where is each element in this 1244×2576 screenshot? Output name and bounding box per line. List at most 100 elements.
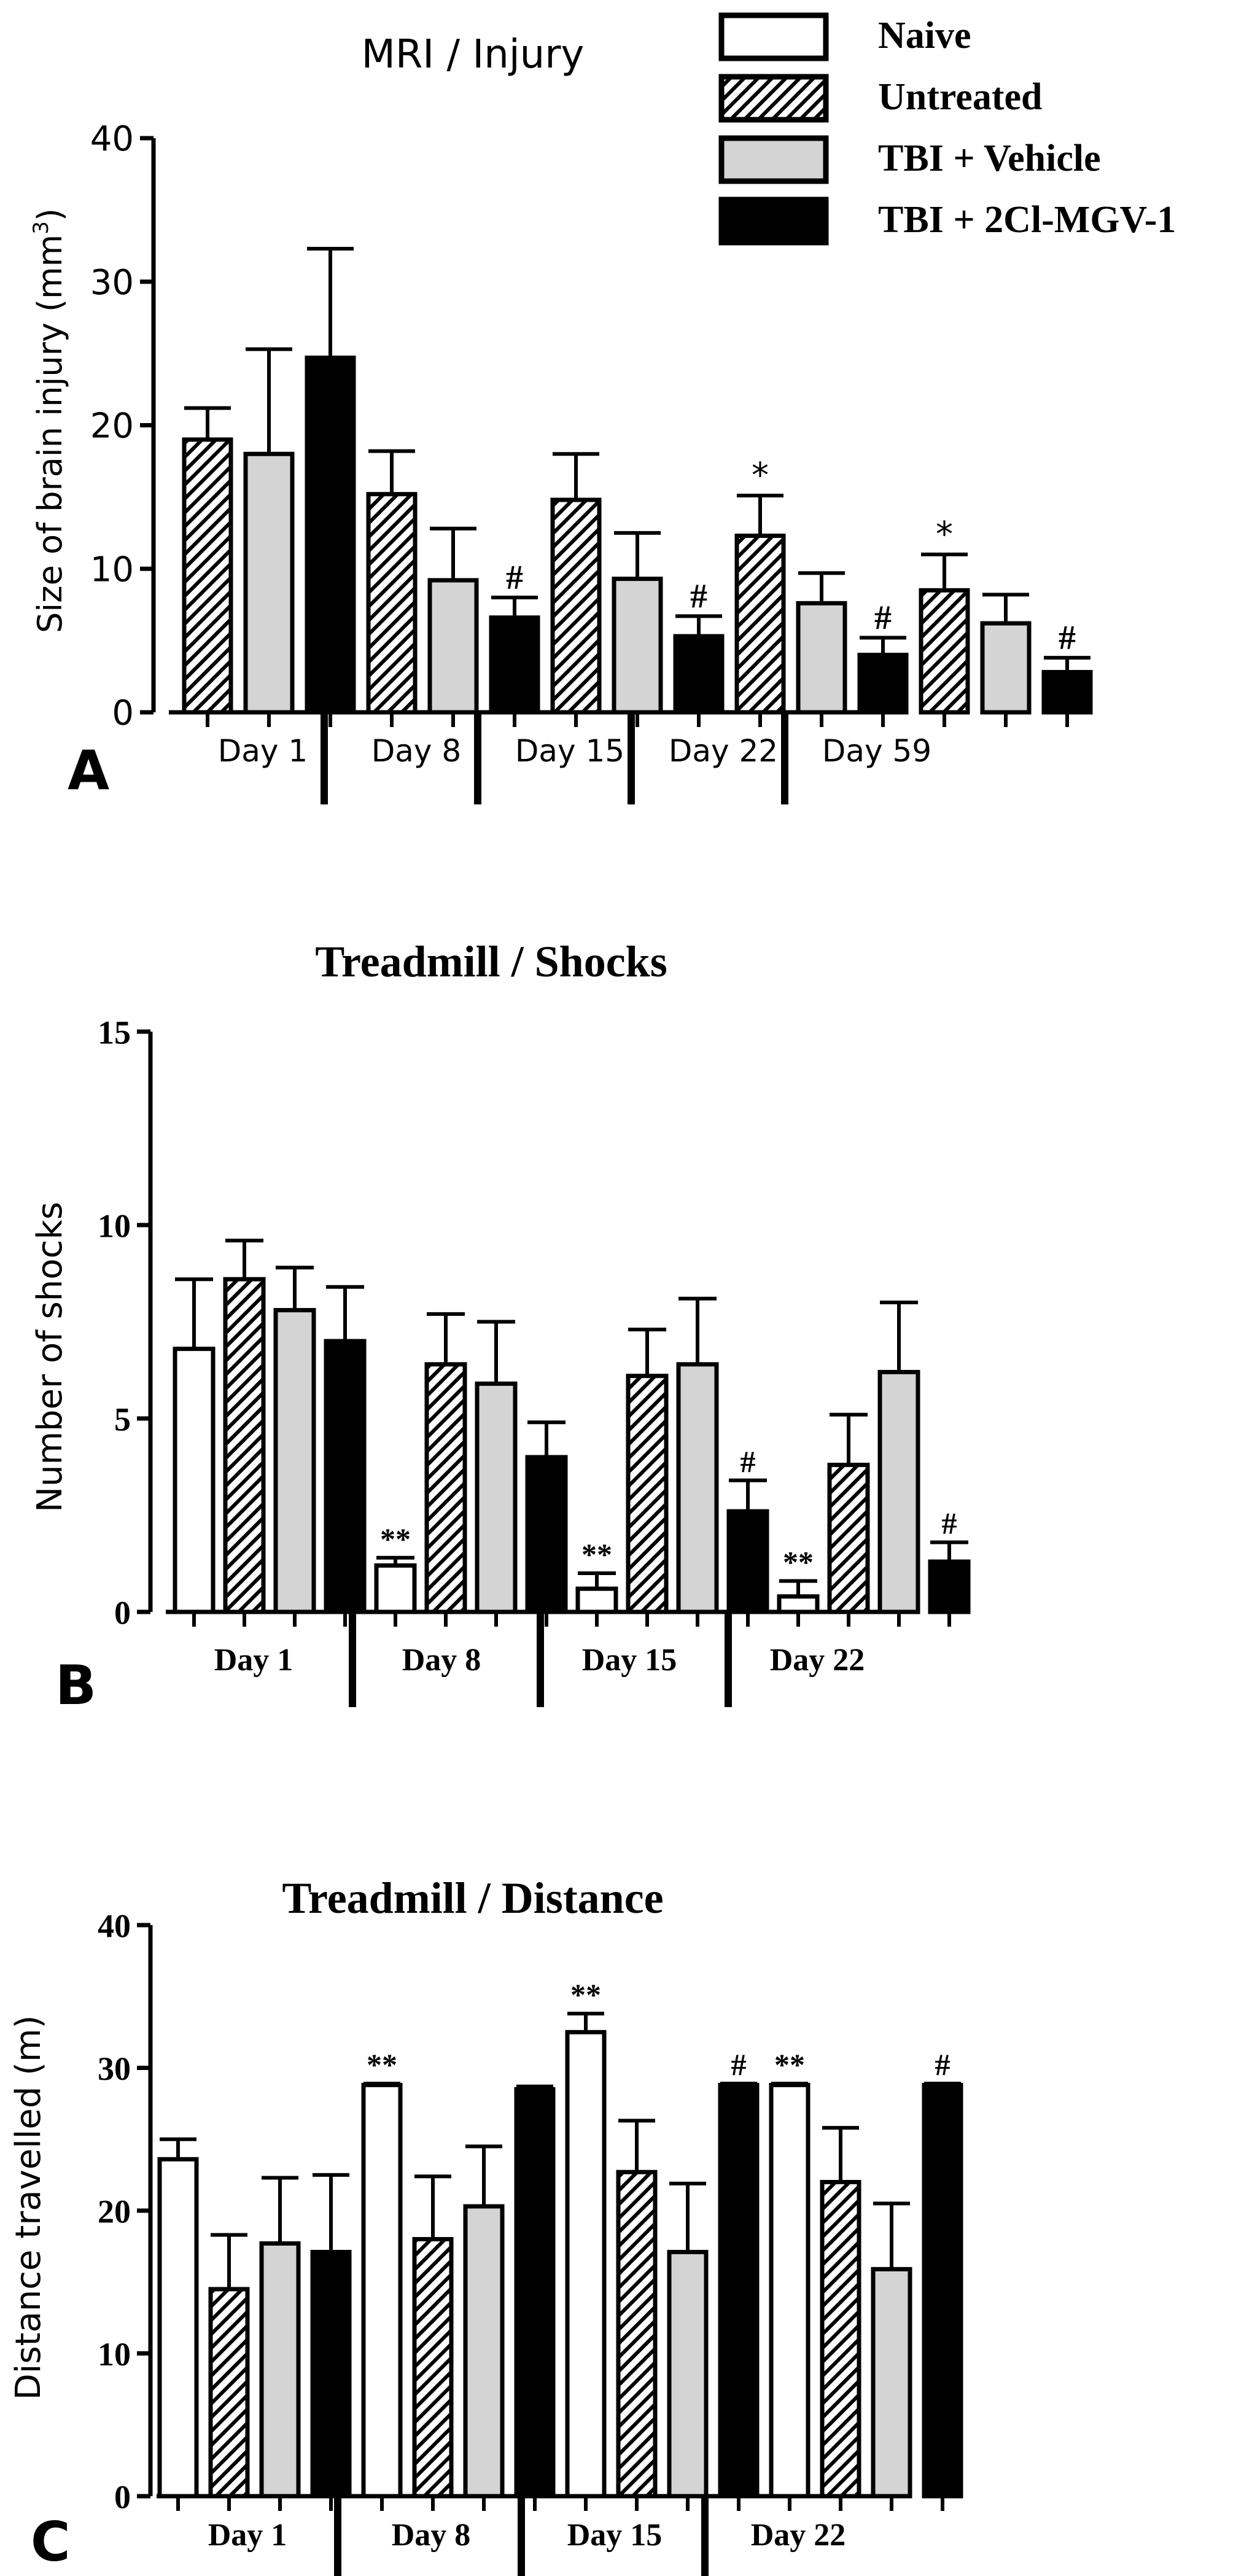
group-label: Day 1 — [214, 1643, 294, 1678]
bar — [243, 451, 295, 715]
bar — [424, 1362, 467, 1614]
panel-a-letter: A — [68, 739, 109, 802]
group-label: Day 8 — [392, 2518, 471, 2553]
bar — [463, 2204, 505, 2499]
y-tick-label: 0 — [114, 1594, 131, 1631]
bar — [366, 492, 418, 715]
bar — [928, 1559, 971, 1614]
y-tick-label: 30 — [98, 2050, 131, 2087]
panel-a-injury-chart: MRI / Injury Size of brain injury (mm3) … — [29, 32, 1093, 804]
bar — [514, 2087, 556, 2499]
bar — [173, 1347, 216, 1614]
bar — [182, 437, 233, 715]
bar — [718, 2082, 760, 2499]
bar — [726, 1509, 769, 1614]
y-tick-label: 40 — [98, 1907, 131, 1944]
group-label: Day 22 — [751, 2518, 846, 2553]
bar — [919, 588, 970, 715]
group-label: Day 22 — [669, 733, 778, 769]
bar — [616, 2169, 658, 2499]
significance-mark: ** — [570, 1977, 601, 2012]
y-tick-label: 20 — [98, 2193, 131, 2230]
legend-label-naive: Naive — [878, 15, 971, 56]
significance-mark: * — [752, 456, 769, 496]
significance-mark: ** — [783, 1545, 814, 1579]
panel-b-ylabel: Number of shocks — [30, 1202, 70, 1512]
significance-mark: ** — [581, 1537, 612, 1571]
bar — [626, 1374, 669, 1614]
significance-mark: # — [874, 599, 892, 637]
significance-mark: ** — [380, 1522, 411, 1556]
legend: Naive Untreated TBI + Vehicle TBI + 2Cl-… — [718, 12, 1176, 246]
group-label: Day 1 — [218, 733, 308, 769]
panel-b-shocks-chart: Treadmill / Shocks Number of shocks B 0 5… — [30, 937, 971, 1717]
group-label: Day 8 — [371, 733, 461, 769]
y-tick-label: 0 — [112, 693, 134, 733]
legend-swatch-vehicle — [718, 135, 829, 184]
panel-c-distance-chart: Treadmill / Distance Distance travelled … — [9, 1874, 963, 2576]
group-label: Day 59 — [822, 733, 931, 769]
bar — [734, 533, 786, 715]
panel-a-plot: 0 10 20 30 40 Day 1 # Day 8 # Day 15 * # Day 22 * # Day… — [90, 119, 1093, 804]
significance-mark: # — [506, 559, 523, 597]
panel-c-plot: 0 10 20 30 40 Day 1 ** Day 8 ** # Day 15 ** # Day 22 — [98, 1907, 963, 2576]
bar — [575, 1586, 618, 1614]
bar — [1041, 670, 1093, 715]
y-tick-label: 20 — [90, 407, 134, 446]
significance-mark: # — [690, 577, 707, 615]
y-tick-label: 10 — [98, 2336, 131, 2373]
significance-mark: # — [731, 2047, 747, 2082]
bar — [612, 577, 663, 715]
bar — [980, 621, 1032, 715]
y-tick-label: 5 — [114, 1401, 131, 1438]
bar — [769, 2082, 811, 2499]
panel-c-ylabel: Distance travelled (m) — [9, 2015, 49, 2400]
y-tick-label: 10 — [98, 1207, 131, 1244]
bar — [305, 356, 356, 715]
bar — [827, 1463, 870, 1614]
bar — [324, 1339, 367, 1614]
legend-label-vehicle: TBI + Vehicle — [878, 138, 1101, 179]
y-tick-label: 30 — [90, 263, 134, 303]
bar — [565, 2029, 607, 2499]
bar — [820, 2180, 861, 2499]
bar — [223, 1277, 266, 1614]
panel-c-title: Treadmill / Distance — [282, 1874, 663, 1923]
y-tick-label: 10 — [90, 550, 134, 590]
bar — [877, 1369, 920, 1614]
legend-label-treated: TBI + 2Cl-MGV-1 — [878, 199, 1176, 241]
legend-swatch-untreated — [718, 74, 829, 123]
y-tick-label: 40 — [90, 119, 134, 159]
legend-swatch-treated — [718, 197, 829, 246]
bar — [796, 601, 847, 715]
significance-mark: # — [935, 2047, 950, 2082]
legend-label-untreated: Untreated — [878, 76, 1042, 118]
bar — [259, 2241, 301, 2499]
y-tick-label: 15 — [98, 1014, 131, 1051]
bar — [310, 2249, 352, 2499]
group-label: Day 22 — [770, 1643, 865, 1678]
bar — [427, 578, 479, 715]
panel-c-letter: C — [31, 2510, 71, 2574]
panel-a-ylabel: Size of brain injury (mm3) — [29, 208, 69, 633]
bar — [667, 2249, 709, 2499]
group-label: Day 1 — [208, 2518, 287, 2553]
bar — [208, 2287, 250, 2499]
group-label: Day 15 — [582, 1643, 677, 1678]
significance-mark: ** — [367, 2047, 397, 2082]
bar — [676, 1362, 719, 1614]
bar — [489, 615, 540, 715]
panel-b-title: Treadmill / Shocks — [315, 937, 667, 986]
panel-b-plot: 0 5 10 15 Day 1 ** Day 8 ** # Day 15 ** # Day 22 — [98, 1014, 971, 1707]
bar — [475, 1381, 518, 1614]
bar — [922, 2082, 963, 2499]
bar — [157, 2157, 199, 2499]
bar — [374, 1563, 417, 1614]
bar — [777, 1594, 820, 1614]
significance-mark: # — [741, 1444, 756, 1479]
bar — [871, 2267, 912, 2499]
bar — [273, 1308, 316, 1614]
y-tick-label: 0 — [114, 2478, 131, 2515]
bar — [361, 2082, 403, 2499]
